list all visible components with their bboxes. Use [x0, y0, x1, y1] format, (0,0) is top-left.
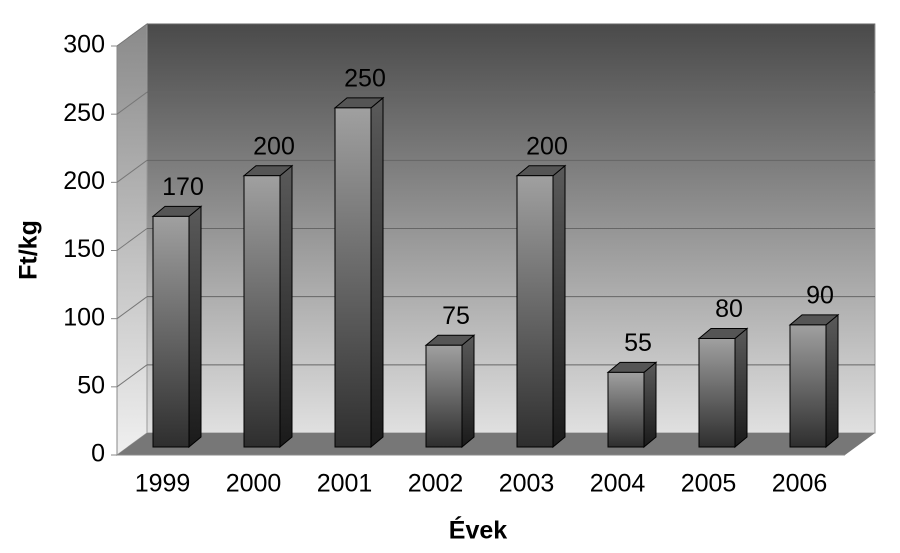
y-tick-label: 100 — [63, 303, 105, 331]
bar — [152, 215, 190, 448]
bar-side — [825, 313, 839, 449]
grid-line — [116, 23, 148, 47]
bar-side — [461, 334, 475, 449]
bar-side — [734, 327, 748, 449]
x-tick-label: 2004 — [590, 470, 646, 498]
bar — [607, 371, 645, 448]
x-tick-label: 2003 — [499, 470, 555, 498]
x-tick-label: 2000 — [226, 470, 282, 498]
bar — [243, 175, 281, 448]
grid-line — [116, 296, 148, 320]
x-axis-label: Évek — [449, 516, 507, 545]
floor — [117, 433, 875, 455]
value-label: 55 — [624, 329, 652, 357]
y-tick-label: 250 — [63, 99, 105, 127]
x-tick-label: 2006 — [772, 470, 828, 498]
x-tick-label: 2002 — [408, 470, 464, 498]
grid-line — [116, 91, 148, 115]
bar — [698, 337, 736, 448]
x-tick-label: 2005 — [681, 470, 737, 498]
grid-line — [116, 159, 148, 183]
x-tick-label: 1999 — [135, 470, 191, 498]
bar-side — [188, 205, 202, 449]
y-axis-label: Ft/kg — [15, 220, 43, 280]
bar-side — [552, 164, 566, 449]
value-label: 80 — [715, 295, 743, 323]
value-label: 250 — [344, 64, 386, 92]
y-tick-label: 300 — [63, 31, 105, 59]
y-tick-label: 50 — [77, 371, 105, 399]
value-label: 200 — [526, 132, 568, 160]
bar — [789, 324, 827, 448]
bar — [516, 175, 554, 448]
grid-line — [116, 364, 148, 388]
value-label: 75 — [442, 302, 470, 330]
bar — [334, 107, 372, 448]
grid-line — [116, 228, 148, 251]
x-tick-label: 2001 — [317, 470, 373, 498]
y-tick-label: 200 — [63, 167, 105, 195]
value-label: 90 — [806, 282, 834, 310]
bar-side — [279, 164, 293, 449]
value-label: 200 — [253, 132, 295, 160]
bar-side — [370, 96, 384, 449]
y-tick-label: 150 — [63, 235, 105, 263]
value-label: 170 — [162, 173, 204, 201]
y-tick-label: 0 — [91, 440, 105, 468]
bar-side — [643, 361, 657, 449]
bar — [425, 344, 463, 448]
